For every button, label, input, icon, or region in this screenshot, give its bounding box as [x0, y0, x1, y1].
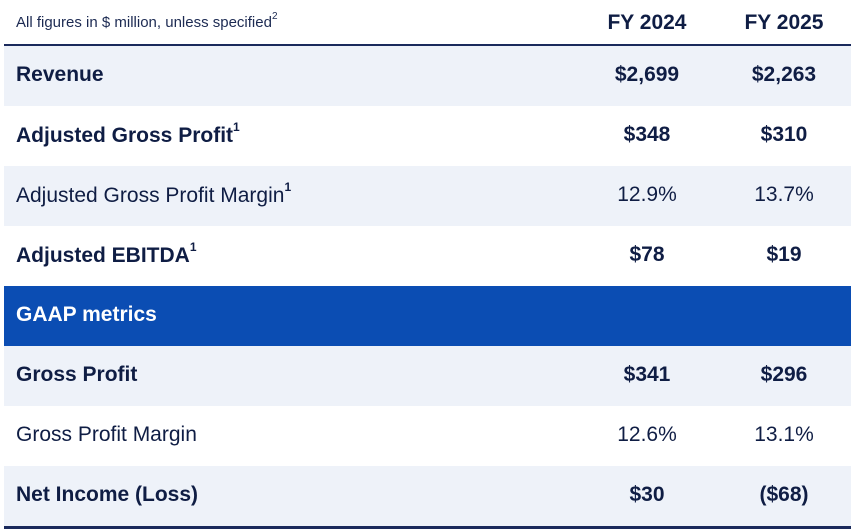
- value-fy2025: $19: [766, 243, 802, 266]
- row-label: Adjusted EBITDA1: [16, 240, 197, 267]
- value-fy2024: 12.9%: [617, 183, 677, 206]
- units-caption: All figures in $ million, unless specifi…: [16, 11, 278, 31]
- row-label: Net Income (Loss): [16, 483, 199, 506]
- footnote-marker: 2: [271, 11, 278, 22]
- table-row-net-income: Net Income (Loss) $30 ($68): [4, 466, 851, 526]
- value-fy2024: $30: [629, 483, 665, 506]
- table-row-adjusted-gross-profit: Adjusted Gross Profit1 $348 $310: [4, 106, 851, 166]
- table-row-adjusted-gross-profit-margin: Adjusted Gross Profit Margin1 12.9% 13.7…: [4, 166, 851, 226]
- footnote-marker: 1: [189, 240, 197, 254]
- row-label: Adjusted Gross Profit Margin1: [16, 180, 292, 207]
- value-fy2025: $2,263: [751, 63, 817, 86]
- column-header-fy2024: FY 2024: [607, 11, 687, 34]
- value-fy2025: ($68): [759, 483, 809, 506]
- value-fy2024: $341: [623, 363, 671, 386]
- value-fy2024: $78: [629, 243, 665, 266]
- column-header-fy2025: FY 2025: [744, 11, 824, 34]
- value-fy2025: 13.1%: [754, 423, 814, 446]
- table-row-revenue: Revenue $2,699 $2,263: [4, 46, 851, 106]
- table-row-gross-profit: Gross Profit $341 $296: [4, 346, 851, 406]
- financial-table: All figures in $ million, unless specifi…: [4, 0, 851, 529]
- section-header-gaap-metrics: GAAP metrics: [4, 286, 851, 346]
- table-row-gross-profit-margin: Gross Profit Margin 12.6% 13.1%: [4, 406, 851, 466]
- section-title: GAAP metrics: [16, 303, 157, 326]
- table-row-adjusted-ebitda: Adjusted EBITDA1 $78 $19: [4, 226, 851, 286]
- value-fy2025: $310: [760, 123, 808, 146]
- value-fy2024: 12.6%: [617, 423, 677, 446]
- footnote-marker: 1: [284, 180, 292, 194]
- row-label: Adjusted Gross Profit1: [16, 120, 240, 147]
- value-fy2024: $2,699: [614, 63, 680, 86]
- row-label: Revenue: [16, 63, 104, 86]
- row-label: Gross Profit Margin: [16, 423, 197, 446]
- footnote-marker: 1: [233, 120, 240, 134]
- value-fy2025: 13.7%: [754, 183, 814, 206]
- table-header: All figures in $ million, unless specifi…: [4, 0, 851, 46]
- row-label: Gross Profit: [16, 363, 138, 386]
- value-fy2025: $296: [760, 363, 808, 386]
- value-fy2024: $348: [623, 123, 671, 146]
